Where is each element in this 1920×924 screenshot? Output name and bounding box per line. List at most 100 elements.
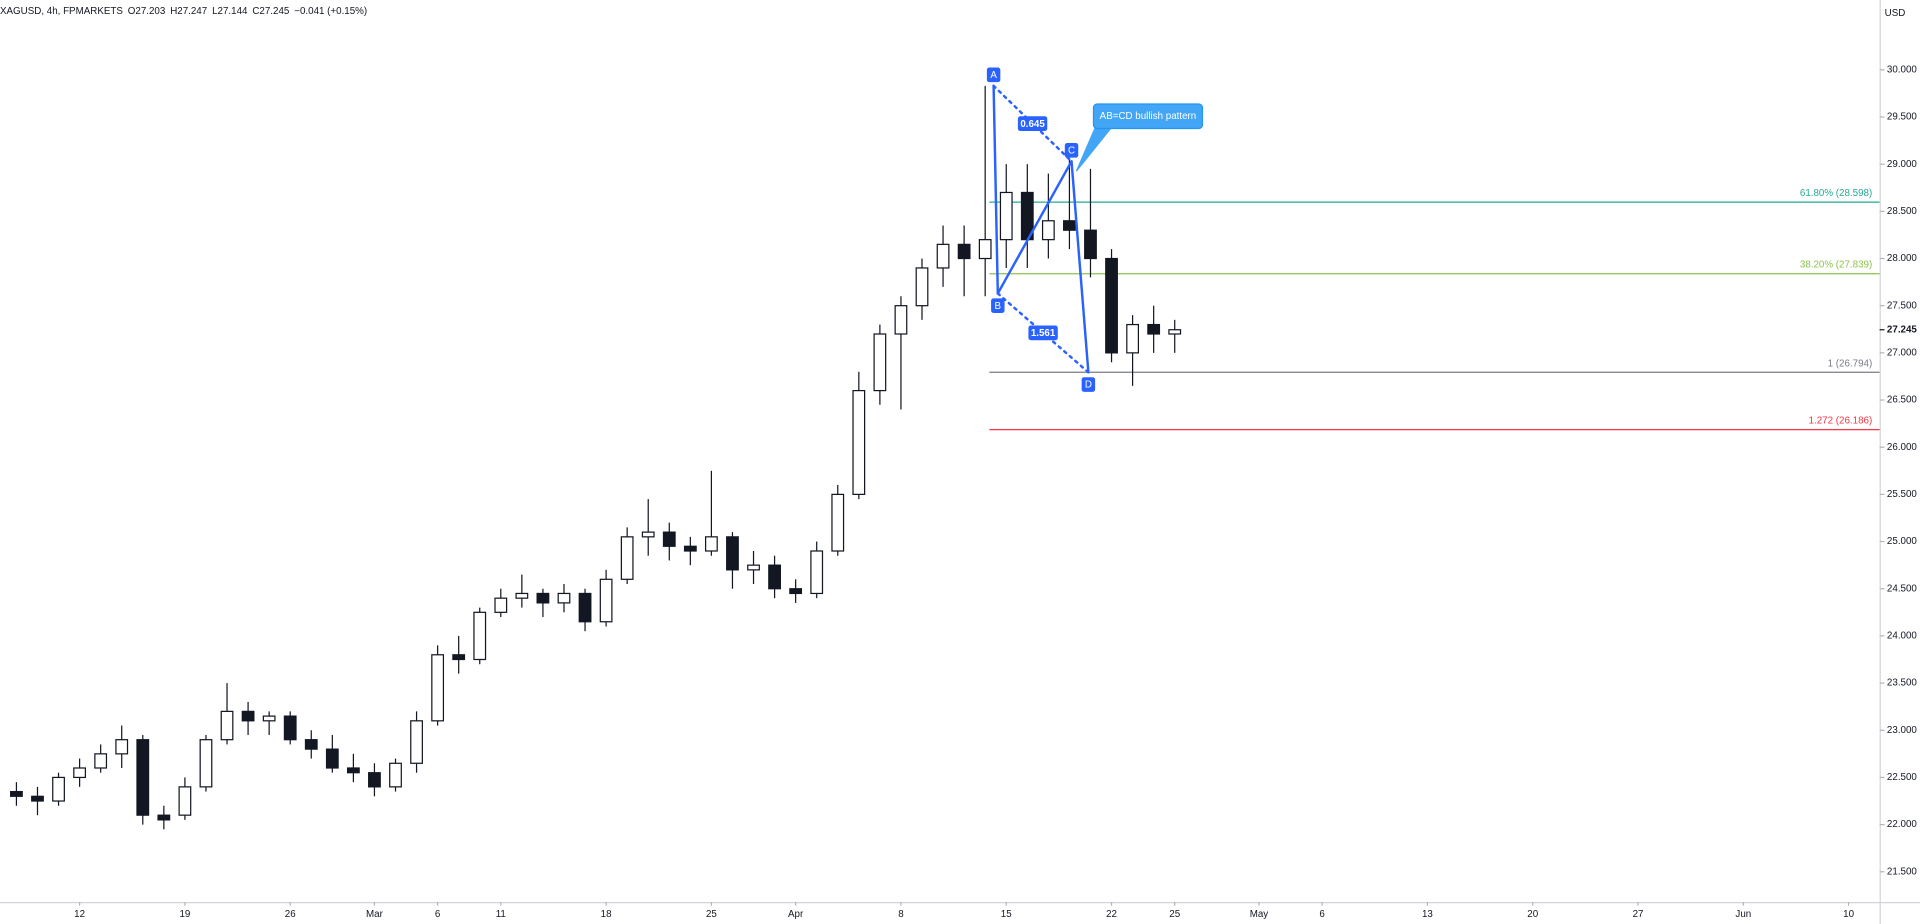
ohlc-close: C27.245 (252, 6, 290, 17)
y-tick-label: 23.000 (1887, 725, 1917, 736)
candle-body (1105, 257, 1118, 354)
candle-body (157, 814, 171, 821)
point-label: A (990, 70, 997, 81)
candle-body (1041, 220, 1055, 241)
candle-body (873, 333, 887, 392)
y-tick-label: 25.000 (1887, 536, 1917, 547)
x-tick-label: 18 (601, 909, 612, 920)
y-tick-label: 28.000 (1887, 253, 1917, 264)
candle-body (536, 592, 550, 604)
x-tick-label: Jun (1735, 909, 1751, 920)
candle-body (410, 720, 423, 764)
y-tick-label: 25.500 (1887, 489, 1917, 500)
y-tick-label: 26.000 (1887, 442, 1917, 453)
x-tick-label: 12 (74, 909, 85, 920)
candle-body (599, 578, 613, 623)
y-tick-label: 24.500 (1887, 583, 1917, 594)
candle-body (852, 389, 866, 495)
candle-body (768, 564, 781, 590)
candle-body (641, 531, 655, 538)
x-tick-label: 10 (1843, 909, 1854, 920)
candle-body (452, 654, 466, 661)
ohlc-open: O27.203 (128, 6, 166, 17)
x-tick-label: 27 (1633, 909, 1644, 920)
callout-box (1092, 103, 1204, 130)
last-price-label: 27.245 (1887, 324, 1917, 335)
candle-body (957, 243, 971, 260)
x-tick-label: 25 (706, 909, 717, 920)
candle-body (999, 191, 1013, 241)
candle-body (304, 739, 318, 750)
level-label: 1.272 (26.186) (1809, 416, 1873, 427)
ratio-label: 1.561 (1031, 328, 1056, 339)
ratio-box (1028, 325, 1058, 341)
candle-body (662, 531, 676, 547)
point-label: B (995, 301, 1002, 312)
x-tick-label: May (1250, 909, 1269, 920)
candle-body (810, 550, 824, 595)
x-tick-label: 20 (1527, 909, 1538, 920)
candle-body (262, 715, 276, 722)
candle-body (1084, 229, 1097, 260)
pattern-leg (1070, 160, 1090, 374)
candle-body (683, 545, 697, 552)
y-tick-label: 27.500 (1887, 300, 1917, 311)
y-tick-label: 30.000 (1887, 64, 1917, 75)
point-box (1081, 377, 1096, 392)
candle-body (325, 748, 339, 769)
point-box (991, 298, 1005, 314)
candle-body (199, 739, 213, 788)
candle-body (978, 239, 992, 260)
header: XAGUSD, 4h, FPMARKETS O27.203 H27.247 L27.1… (0, 6, 367, 17)
point-label: D (1085, 380, 1092, 391)
candle-body (789, 588, 803, 595)
candle-body (726, 536, 739, 571)
x-tick-label: 6 (435, 909, 441, 920)
candle-body (73, 767, 87, 779)
candle-body (220, 710, 234, 741)
x-tick-label: 19 (179, 909, 190, 920)
point-label: C (1068, 146, 1075, 157)
candle-body (578, 592, 592, 623)
x-tick-label: 11 (496, 909, 506, 920)
x-tick-label: 13 (1422, 909, 1433, 920)
callout-text: AB=CD bullish pattern (1100, 111, 1197, 122)
y-tick-label: 27.000 (1887, 347, 1917, 358)
ohlc-high: H27.247 (170, 6, 207, 17)
candle-body (10, 790, 23, 797)
candle-body (31, 795, 44, 802)
candle-body (494, 597, 508, 613)
level-label: 1 (26.794) (1828, 358, 1873, 369)
x-tick-label: 15 (1001, 909, 1012, 920)
x-tick-label: Mar (366, 909, 384, 920)
pattern-leg (996, 160, 1073, 295)
candle-body (936, 243, 950, 269)
candle-body (557, 592, 571, 604)
ratio-label: 0.645 (1020, 119, 1045, 130)
candle-body (704, 536, 718, 552)
candle-body (241, 710, 255, 722)
pattern-leg (992, 84, 1000, 295)
candle-body (389, 762, 402, 788)
candle-body (515, 592, 529, 599)
x-tick-label: 6 (1319, 909, 1325, 920)
x-tick-label: 25 (1169, 909, 1180, 920)
candle-body (1168, 329, 1182, 335)
candle-body (52, 776, 65, 802)
currency: USD (1885, 8, 1906, 19)
candle-body (283, 715, 297, 741)
candle-body (894, 305, 908, 335)
x-tick-label: 26 (285, 909, 296, 920)
x-tick-label: Apr (788, 909, 804, 920)
candle-body (368, 772, 381, 788)
candle-body (473, 611, 487, 661)
point-box (986, 67, 1001, 83)
y-tick-label: 24.000 (1887, 631, 1917, 642)
y-tick-label: 23.500 (1887, 678, 1917, 689)
x-tick-label: 22 (1106, 909, 1117, 920)
level-label: 61.80% (28.598) (1800, 188, 1872, 199)
level-label: 38.20% (27.839) (1800, 260, 1872, 271)
candle-body (620, 536, 634, 580)
ohlc-change: −0.041 (+0.15%) (294, 6, 367, 17)
